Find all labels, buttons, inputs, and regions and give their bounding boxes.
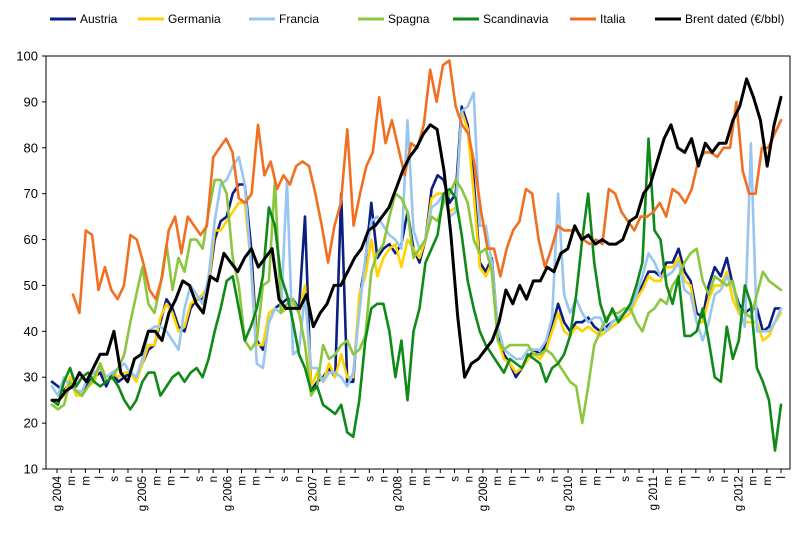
x-tick-label: m	[80, 476, 92, 486]
series-layer	[50, 59, 783, 452]
x-tick-label: n	[549, 476, 561, 482]
legend-label: Francia	[279, 12, 319, 26]
x-tick-label: m	[66, 476, 78, 486]
x-tick-label: g 2010	[563, 476, 575, 511]
series-line-scandinavia	[50, 137, 783, 452]
series-line-italia	[71, 59, 783, 315]
x-tick-label: m	[748, 476, 760, 486]
x-tick-label: m	[151, 476, 163, 486]
x-tick-label: s	[705, 476, 717, 482]
series-line-spagna	[50, 178, 783, 425]
x-tick-label: s	[535, 476, 547, 482]
legend-label: Germania	[168, 12, 221, 26]
legend-label: Italia	[600, 12, 626, 26]
x-tick-label: l	[776, 476, 788, 479]
x-tick-label: n	[379, 476, 391, 482]
x-tick-label: m	[492, 476, 504, 486]
x-tick-label: n	[464, 476, 476, 482]
x-axis: g 2004 m m l s n g 2005 m m l s n g 2006 m m l s n g 2007 m…	[52, 469, 788, 511]
x-tick-label: m	[421, 476, 433, 486]
y-tick-label: 20	[24, 416, 38, 431]
legend-label: Scandinavia	[483, 12, 549, 26]
y-tick-label: 70	[24, 186, 38, 201]
x-tick-label: m	[322, 476, 334, 486]
x-tick-label: m	[591, 476, 603, 486]
x-tick-label: l	[435, 476, 447, 479]
y-tick-label: 90	[24, 94, 38, 109]
x-tick-label: m	[407, 476, 419, 486]
x-tick-label: l	[180, 476, 192, 479]
x-tick-label: m	[251, 476, 263, 486]
x-tick-label: s	[279, 476, 291, 482]
series-line-francia	[50, 91, 783, 397]
x-tick-label: m	[677, 476, 689, 486]
x-tick-label: g 2009	[478, 476, 490, 511]
x-tick-label: s	[620, 476, 632, 482]
legend-label: Brent dated (€/bbl)	[685, 12, 784, 26]
y-tick-label: 100	[16, 49, 38, 64]
x-tick-label: s	[194, 476, 206, 482]
x-tick-label: s	[449, 476, 461, 482]
x-tick-label: g 2008	[393, 476, 405, 511]
plot-frame	[45, 55, 791, 470]
y-tick-label: 50	[24, 278, 38, 293]
x-tick-label: l	[265, 476, 277, 479]
x-tick-label: l	[606, 476, 618, 479]
y-tick-label: 40	[24, 324, 38, 339]
x-tick-label: l	[520, 476, 532, 479]
x-tick-label: s	[109, 476, 121, 482]
legend: Austria Germania Francia Spagna Scandinavia I…	[50, 12, 784, 26]
y-tick-label: 10	[24, 462, 38, 477]
x-tick-label: g 2006	[222, 476, 234, 511]
x-tick-label: n	[719, 476, 731, 482]
x-tick-label: m	[762, 476, 774, 486]
series-line-brent-dated-bbl	[50, 77, 783, 402]
x-tick-label: l	[350, 476, 362, 479]
y-tick-label: 30	[24, 370, 38, 385]
y-axis: 10 20 30 40 50 60 70 80 90 100	[16, 49, 46, 477]
x-tick-label: g 2012	[733, 476, 745, 511]
x-tick-label: m	[166, 476, 178, 486]
x-tick-label: m	[237, 476, 249, 486]
y-tick-label: 60	[24, 232, 38, 247]
x-tick-label: s	[364, 476, 376, 482]
x-tick-label: n	[293, 476, 305, 482]
x-tick-label: n	[634, 476, 646, 482]
x-tick-label: l	[691, 476, 703, 479]
legend-label: Spagna	[388, 12, 430, 26]
x-tick-label: g 2004	[52, 475, 64, 511]
x-tick-label: m	[577, 476, 589, 486]
x-tick-label: g 2007	[308, 476, 320, 511]
x-tick-label: g 2011	[648, 476, 660, 510]
x-tick-label: m	[506, 476, 518, 486]
x-tick-label: g 2005	[137, 476, 149, 511]
x-tick-label: m	[336, 476, 348, 486]
x-tick-label: m	[662, 476, 674, 486]
x-tick-label: l	[95, 476, 107, 479]
legend-label: Austria	[80, 12, 118, 26]
y-tick-label: 80	[24, 140, 38, 155]
x-tick-label: n	[208, 476, 220, 482]
x-tick-label: n	[123, 476, 135, 482]
